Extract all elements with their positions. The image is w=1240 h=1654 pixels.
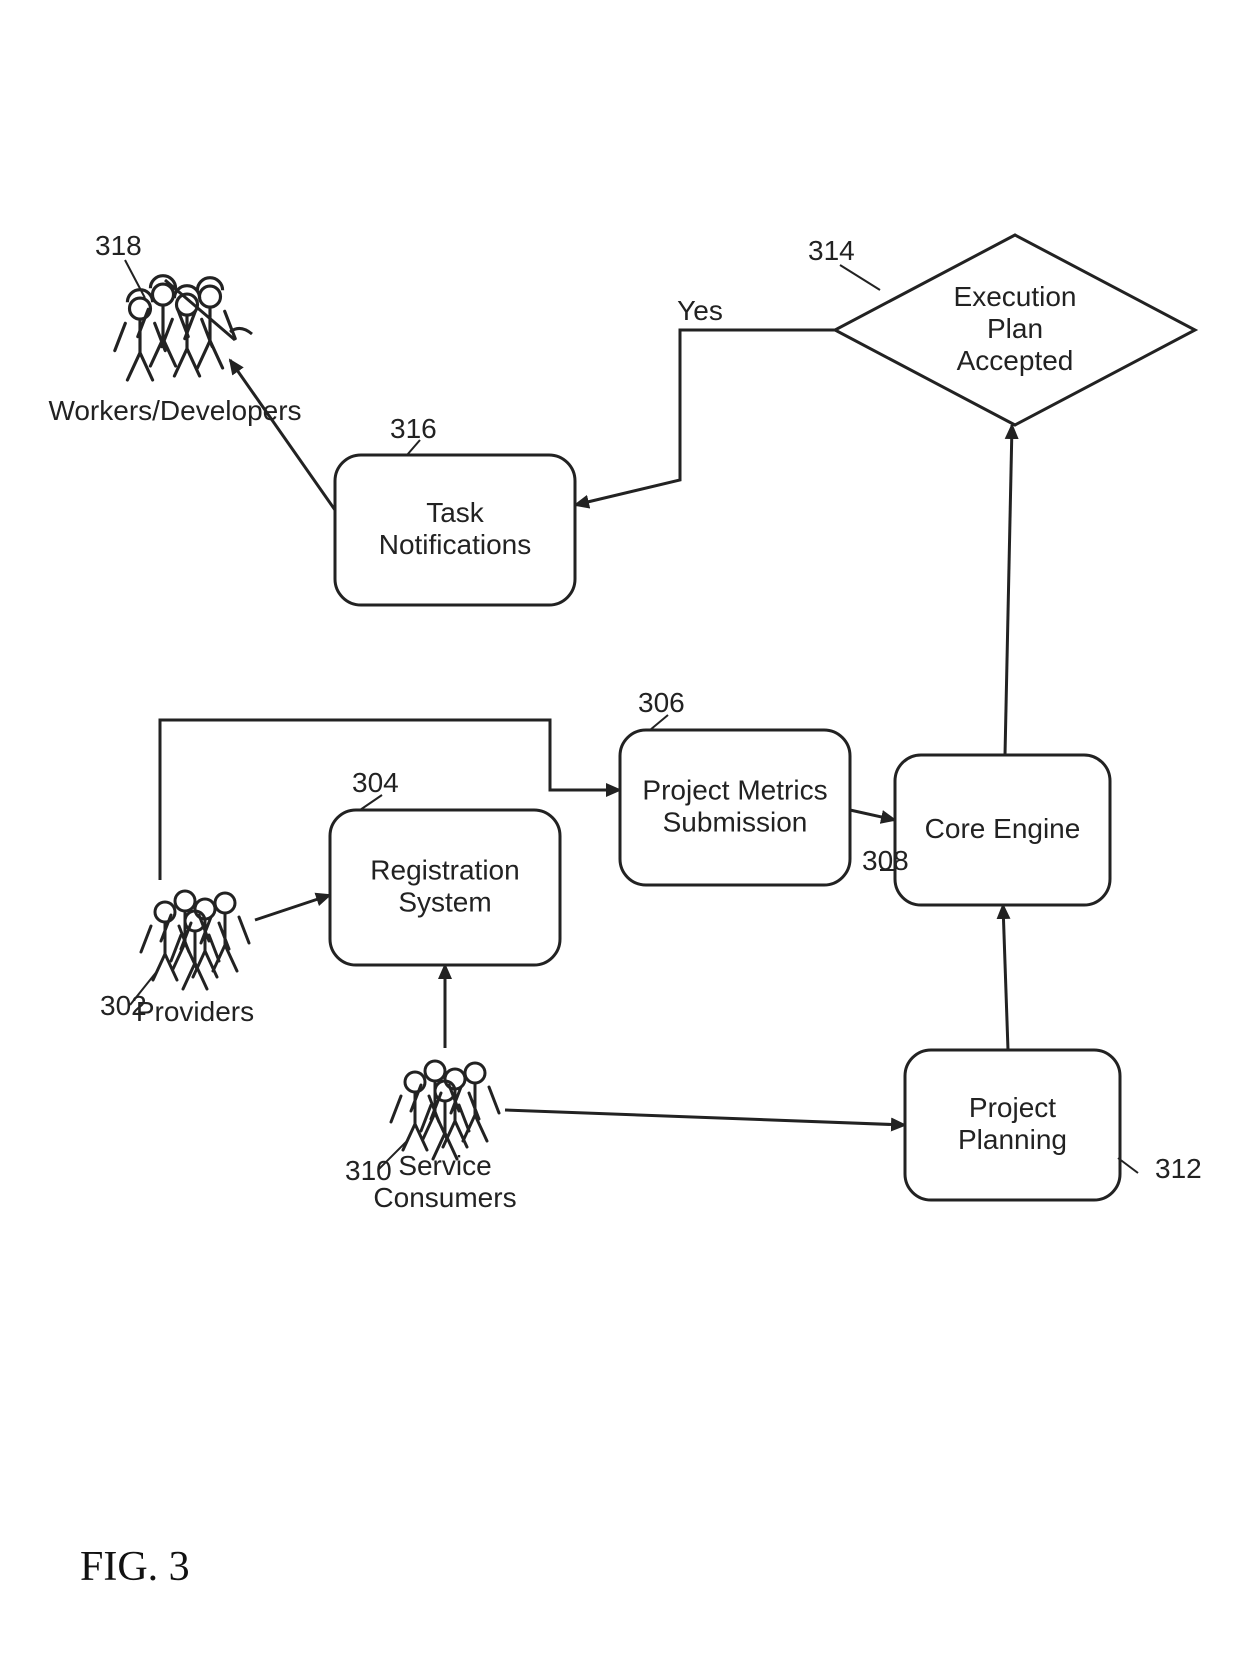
- svg-text:ServiceConsumers: ServiceConsumers: [373, 1150, 516, 1213]
- ref-number: 318: [95, 230, 142, 261]
- edge: [850, 810, 895, 820]
- leader-line: [840, 265, 880, 290]
- metrics: Project MetricsSubmission: [620, 730, 850, 885]
- registration: RegistrationSystem: [330, 810, 560, 965]
- task: TaskNotifications: [335, 455, 575, 605]
- workers-icon: Workers/Developers: [48, 276, 301, 426]
- edge: [230, 360, 335, 510]
- svg-text:Project MetricsSubmission: Project MetricsSubmission: [642, 775, 827, 838]
- ref-number: 316: [390, 413, 437, 444]
- edge: [1003, 905, 1008, 1050]
- ref-number: 310: [345, 1155, 392, 1186]
- people-icon: ServiceConsumers: [373, 1061, 516, 1213]
- ref-number: 308: [862, 845, 909, 876]
- edge: [505, 1110, 905, 1125]
- diagram-canvas: Yes Providers302 ServiceConsumers310 Regist…: [0, 0, 1240, 1654]
- svg-text:Providers: Providers: [136, 996, 254, 1027]
- planning: ProjectPlanning: [905, 1050, 1120, 1200]
- ref-number: 314: [808, 235, 855, 266]
- decision: ExecutionPlanAccepted: [835, 235, 1195, 425]
- edge-label: Yes: [677, 295, 723, 326]
- svg-text:Workers/Developers: Workers/Developers: [48, 395, 301, 426]
- ref-number: 304: [352, 767, 399, 798]
- ref-number: 302: [100, 990, 147, 1021]
- edge: [1005, 425, 1012, 755]
- ref-number: 306: [638, 687, 685, 718]
- people-icon: Providers: [136, 891, 254, 1027]
- ref-number: 312: [1155, 1153, 1202, 1184]
- edge: [255, 895, 330, 920]
- svg-text:Core Engine: Core Engine: [925, 813, 1081, 844]
- figure-label: FIG. 3: [80, 1544, 190, 1590]
- core: Core Engine: [895, 755, 1110, 905]
- svg-text:ProjectPlanning: ProjectPlanning: [958, 1092, 1067, 1155]
- edge: [575, 330, 835, 505]
